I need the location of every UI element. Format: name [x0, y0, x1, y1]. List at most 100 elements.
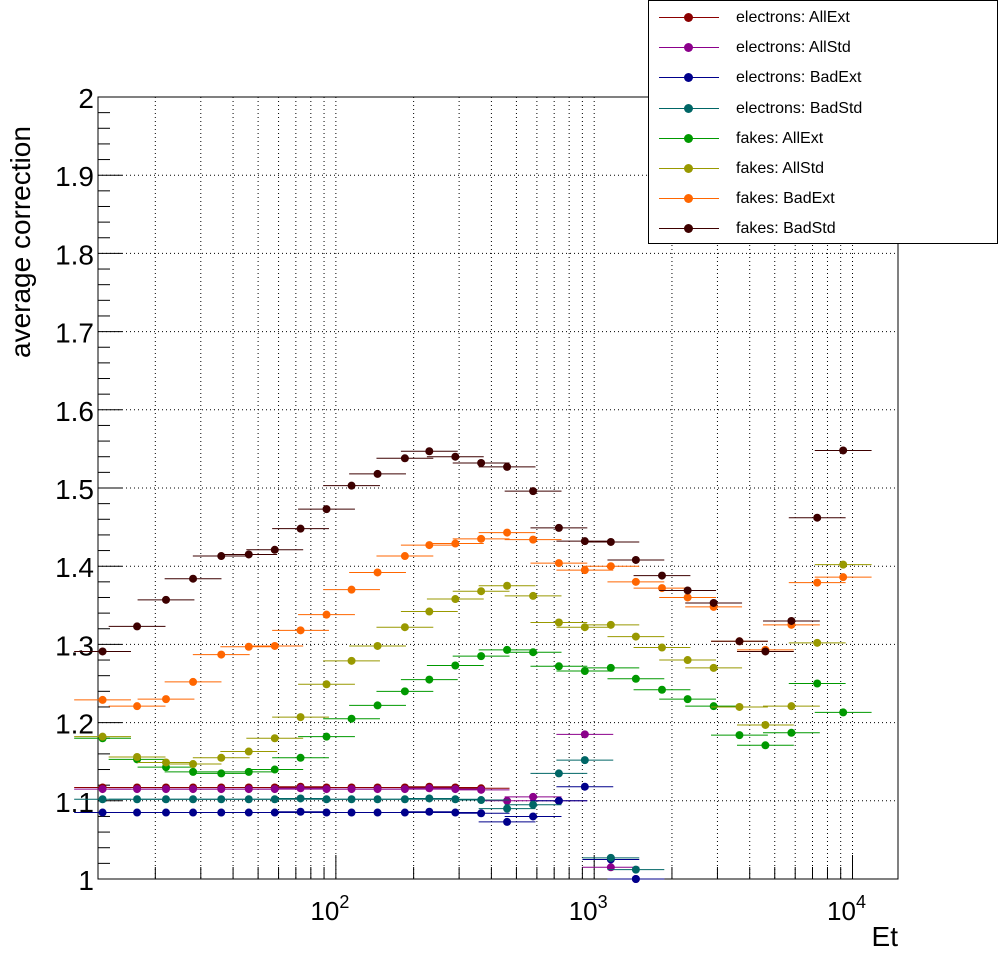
legend: electrons: AllExt electrons: AllStd electr…	[648, 0, 998, 244]
data-point	[477, 459, 485, 467]
data-point	[162, 758, 170, 766]
data-point	[555, 797, 563, 805]
data-point	[297, 808, 305, 816]
data-point	[374, 470, 382, 478]
data-point	[710, 664, 718, 672]
data-point	[555, 619, 563, 627]
data-point	[271, 734, 279, 742]
data-point	[401, 795, 409, 803]
data-point	[839, 561, 847, 569]
data-point	[684, 656, 692, 664]
data-point	[217, 651, 225, 659]
data-point	[348, 586, 356, 594]
legend-label: electrons: AllExt	[736, 9, 850, 27]
data-point	[323, 611, 331, 619]
data-point	[425, 608, 433, 616]
legend-label: electrons: AllStd	[736, 39, 851, 57]
legend-entry: fakes: AllExt	[649, 124, 997, 154]
legend-label: electrons: BadExt	[736, 69, 861, 87]
data-point	[658, 686, 666, 694]
data-point	[451, 453, 459, 461]
data-point	[787, 702, 795, 710]
data-point	[632, 556, 640, 564]
data-point	[271, 766, 279, 774]
data-point	[133, 753, 141, 761]
data-point	[189, 678, 197, 686]
y-tick-label: 1.5	[55, 474, 94, 505]
legend-marker	[684, 73, 693, 82]
data-point	[99, 733, 107, 741]
data-point	[529, 648, 537, 656]
data-point	[162, 596, 170, 604]
x-axis-label: Et	[872, 921, 899, 952]
data-point	[99, 696, 107, 704]
data-point	[555, 769, 563, 777]
data-point	[297, 784, 305, 792]
data-point	[735, 703, 743, 711]
legend-label: fakes: BadStd	[736, 220, 836, 238]
data-point	[632, 578, 640, 586]
y-tick-label: 1.3	[55, 630, 94, 661]
data-point	[607, 854, 615, 862]
legend-marker	[684, 134, 693, 143]
data-point	[761, 721, 769, 729]
data-point	[503, 797, 511, 805]
data-point	[245, 748, 253, 756]
data-point	[710, 702, 718, 710]
data-point	[401, 623, 409, 631]
data-point	[787, 617, 795, 625]
x-tick-label: 104	[827, 892, 866, 926]
legend-marker	[684, 194, 693, 203]
data-point	[323, 680, 331, 688]
data-point	[555, 662, 563, 670]
legend-marker	[684, 224, 693, 233]
data-point	[607, 538, 615, 546]
data-point	[761, 647, 769, 655]
data-point	[658, 572, 666, 580]
legend-entry: fakes: AllStd	[649, 154, 997, 184]
data-point	[529, 592, 537, 600]
data-point	[99, 809, 107, 817]
data-point	[503, 818, 511, 826]
data-point	[348, 482, 356, 490]
data-point	[451, 595, 459, 603]
data-point	[297, 525, 305, 533]
data-point	[297, 794, 305, 802]
data-point	[477, 796, 485, 804]
data-point	[99, 785, 107, 793]
data-point	[189, 760, 197, 768]
legend-entry: electrons: BadStd	[649, 94, 997, 124]
data-point	[503, 582, 511, 590]
data-point	[271, 795, 279, 803]
data-point	[529, 793, 537, 801]
data-point	[189, 575, 197, 583]
data-point	[632, 633, 640, 641]
legend-entry: electrons: BadExt	[649, 63, 997, 93]
data-point	[735, 637, 743, 645]
series	[74, 756, 664, 873]
y-tick-label: 1.4	[55, 552, 94, 583]
data-point	[401, 552, 409, 560]
data-point	[401, 785, 409, 793]
legend-marker	[684, 104, 693, 113]
data-point	[581, 566, 589, 574]
data-point	[684, 593, 692, 601]
data-point	[323, 505, 331, 513]
y-axis-label: average correction	[5, 126, 36, 358]
y-tick-label: 1.2	[55, 709, 94, 740]
data-point	[374, 701, 382, 709]
legend-entry: fakes: BadExt	[649, 184, 997, 214]
data-point	[477, 786, 485, 794]
data-point	[477, 809, 485, 817]
data-point	[787, 729, 795, 737]
y-tick-label: 1	[78, 865, 94, 896]
data-point	[348, 657, 356, 665]
data-point	[710, 599, 718, 607]
data-point	[99, 647, 107, 655]
data-point	[839, 573, 847, 581]
data-point	[632, 866, 640, 874]
data-point	[245, 643, 253, 651]
data-point	[297, 754, 305, 762]
data-point	[451, 795, 459, 803]
y-tick-label: 2	[78, 83, 94, 114]
